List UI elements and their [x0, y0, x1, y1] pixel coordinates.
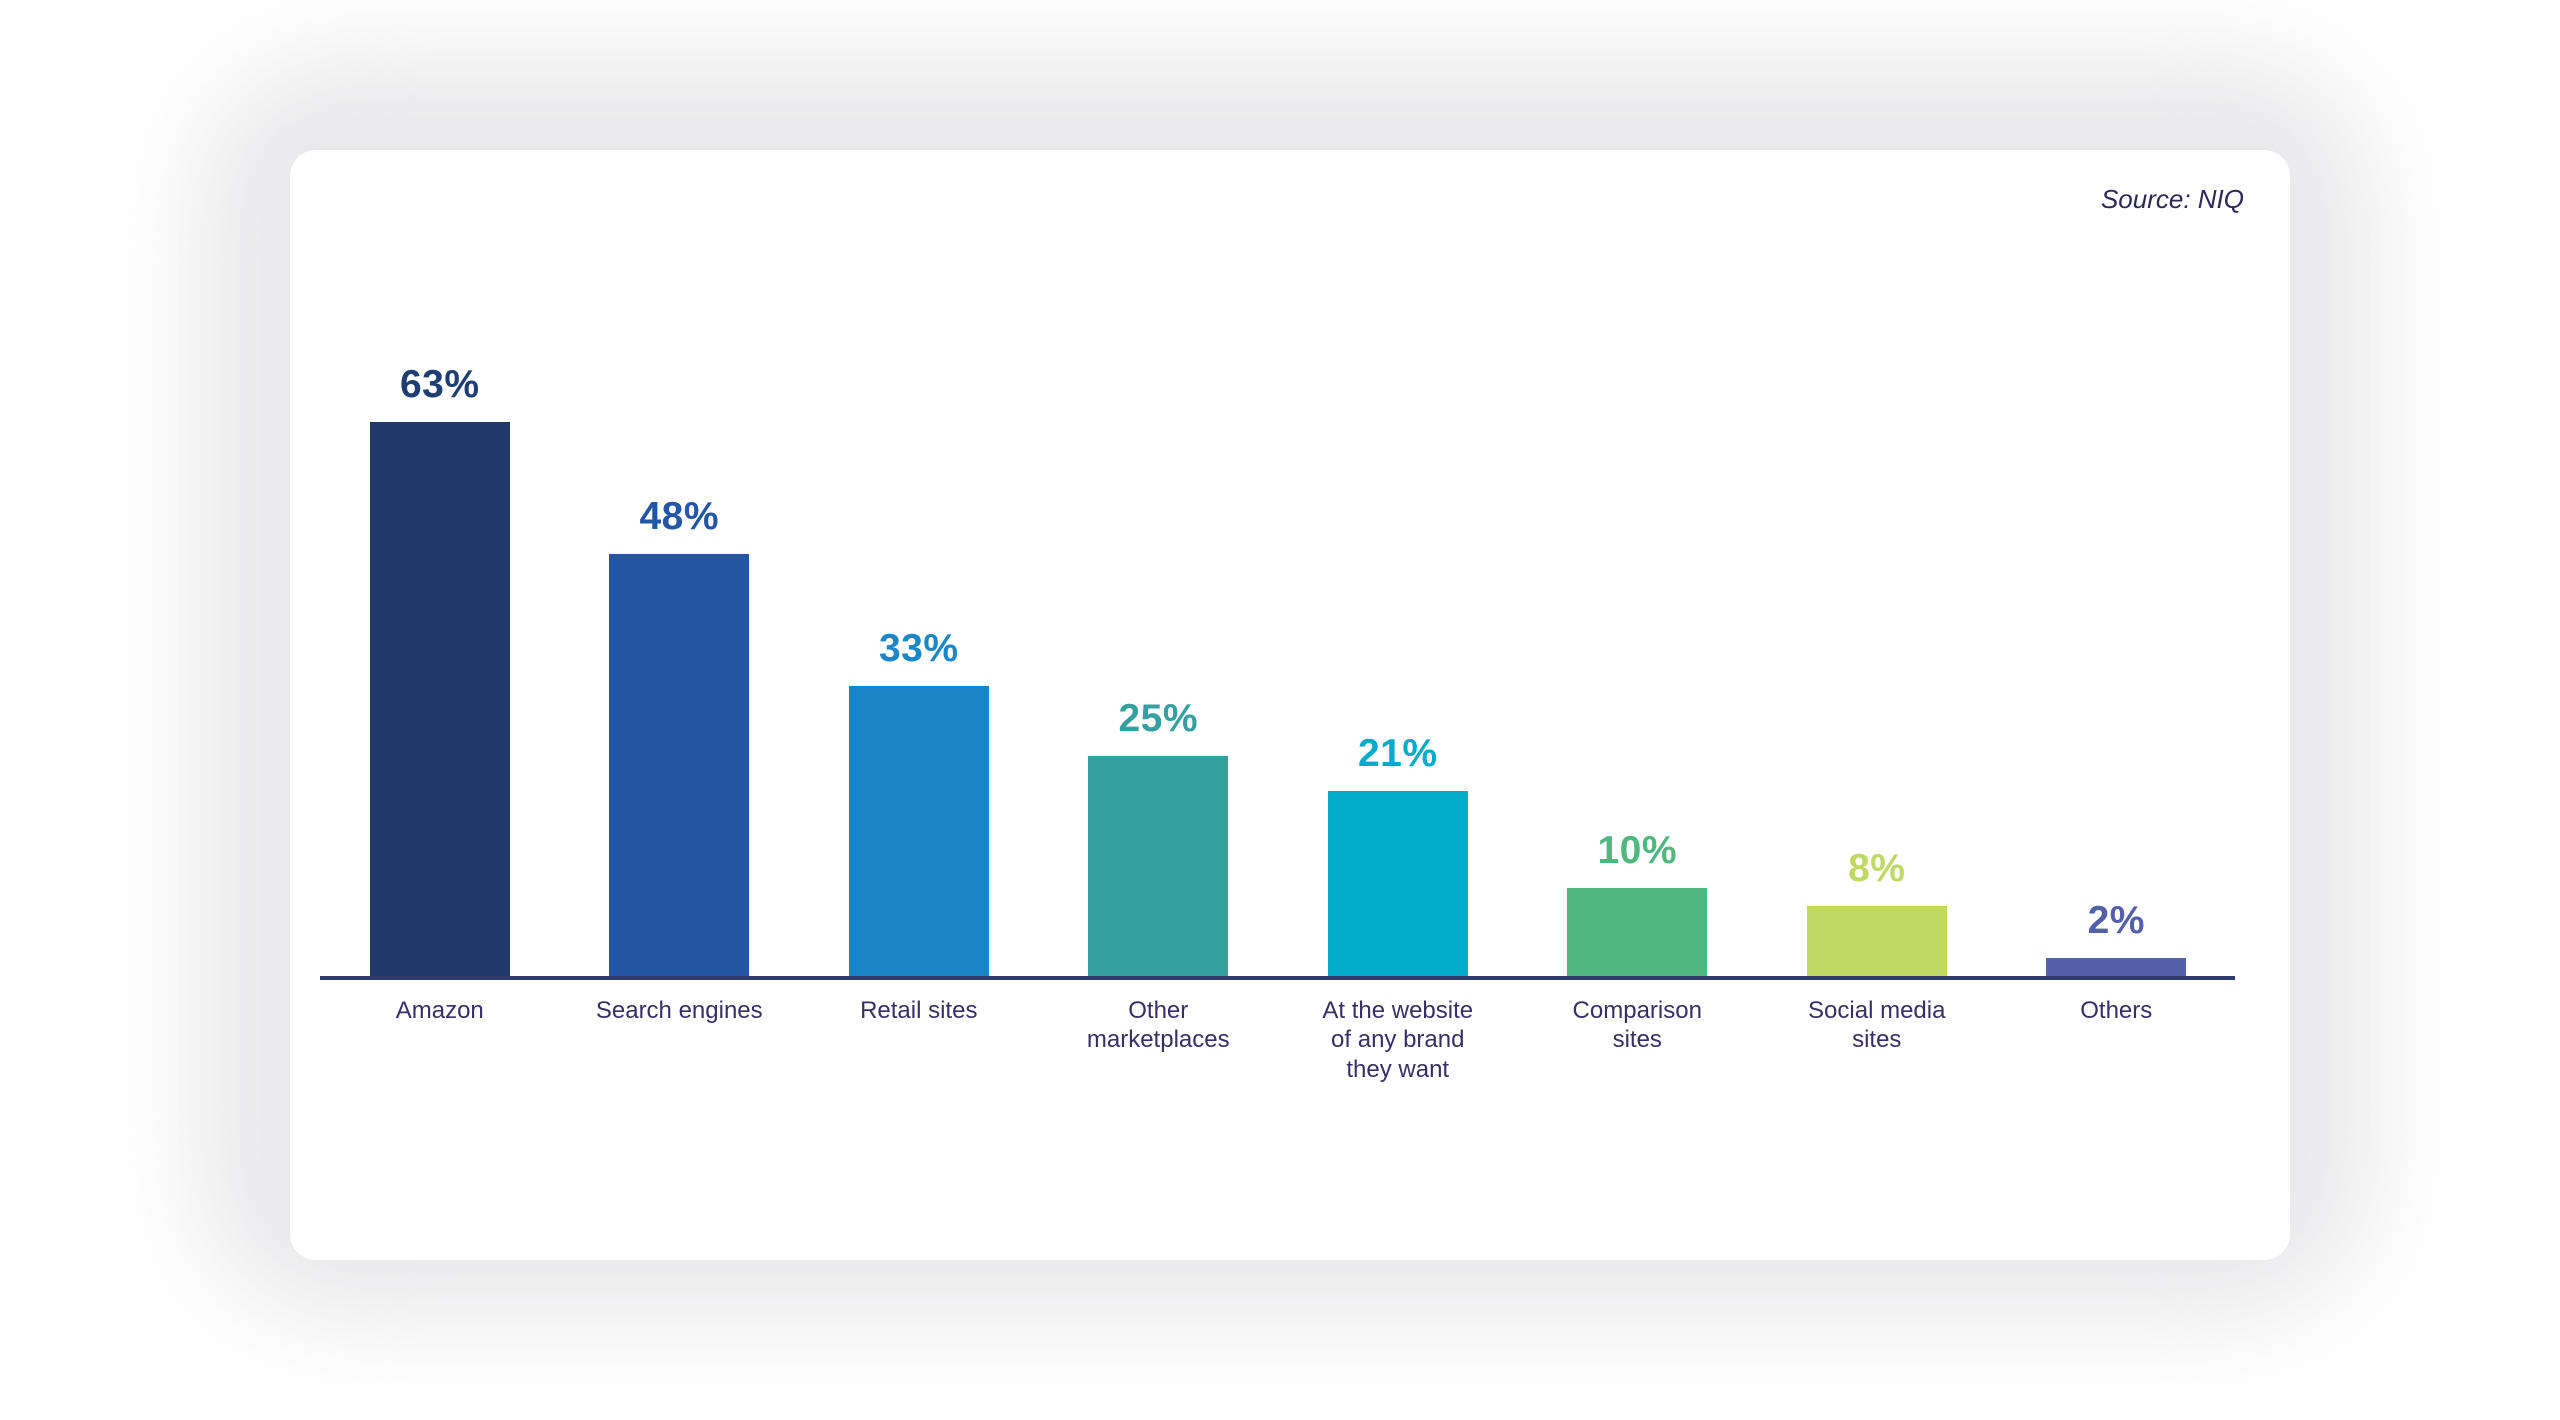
value-label-comparison-sites: 10% [1597, 829, 1678, 872]
category-label-amazon: Amazon [395, 997, 484, 1024]
value-label-others: 2% [2087, 899, 2145, 942]
bar-retail-sites [848, 686, 989, 976]
bar-column-others: 2% [1997, 150, 2237, 976]
bar-chart: 63% 48% 33% 25% 21% 10% 8% 2% Amazon Search engi… [320, 150, 2236, 1260]
value-label-retail-sites: 33% [878, 627, 959, 670]
bar-column-other-marketplaces: 25% [1039, 150, 1279, 976]
bar-social-media-sites [1806, 906, 1947, 976]
bar-comparison-sites [1567, 888, 1708, 976]
bar-column-comparison-sites: 10% [1518, 150, 1758, 976]
bar-amazon [369, 422, 510, 976]
bar-column-amazon: 63% [320, 150, 560, 976]
category-label-search-engines: Search engines [595, 997, 763, 1024]
bar-others [2046, 958, 2187, 976]
value-label-amazon: 63% [399, 363, 480, 406]
bar-at-the-website-of-any-brand-they-want [1327, 791, 1468, 976]
bars-row: 63% 48% 33% 25% 21% 10% 8% 2% [320, 150, 2236, 976]
category-label-retail-sites: Retail sites [860, 997, 978, 1024]
bar-column-social-media-sites: 8% [1757, 150, 1997, 976]
bar-column-search-engines: 48% [560, 150, 800, 976]
category-label-other-marketplaces: Other marketplaces [1086, 997, 1230, 1054]
bar-column-retail-sites: 33% [799, 150, 1039, 976]
labels-row: Amazon Search engines Retail sites Other ma… [320, 996, 2236, 1084]
x-axis-line [320, 976, 2235, 980]
bar-other-marketplaces [1088, 756, 1229, 976]
bar-search-engines [609, 554, 750, 976]
category-label-social-media-sites: Social media sites [1808, 997, 1946, 1054]
value-label-search-engines: 48% [639, 495, 720, 538]
source-text: Source: NIQ [2100, 184, 2244, 214]
bar-column-at-the-website-of-any-brand-they-want: 21% [1278, 150, 1518, 976]
value-label-other-marketplaces: 25% [1118, 697, 1199, 740]
value-label-social-media-sites: 8% [1848, 847, 1906, 890]
category-label-comparison-sites: Comparison sites [1572, 997, 1702, 1054]
value-label-at-the-website-of-any-brand-they-want: 21% [1357, 732, 1438, 775]
category-label-at-the-website-of-any-brand-they-want: At the website of any brand they want [1322, 997, 1474, 1083]
chart-card: Source: NIQ 63% 48% 33% 25% 21% 10% 8% 2% Amazo… [290, 150, 2290, 1260]
category-label-others: Others [2080, 997, 2153, 1024]
